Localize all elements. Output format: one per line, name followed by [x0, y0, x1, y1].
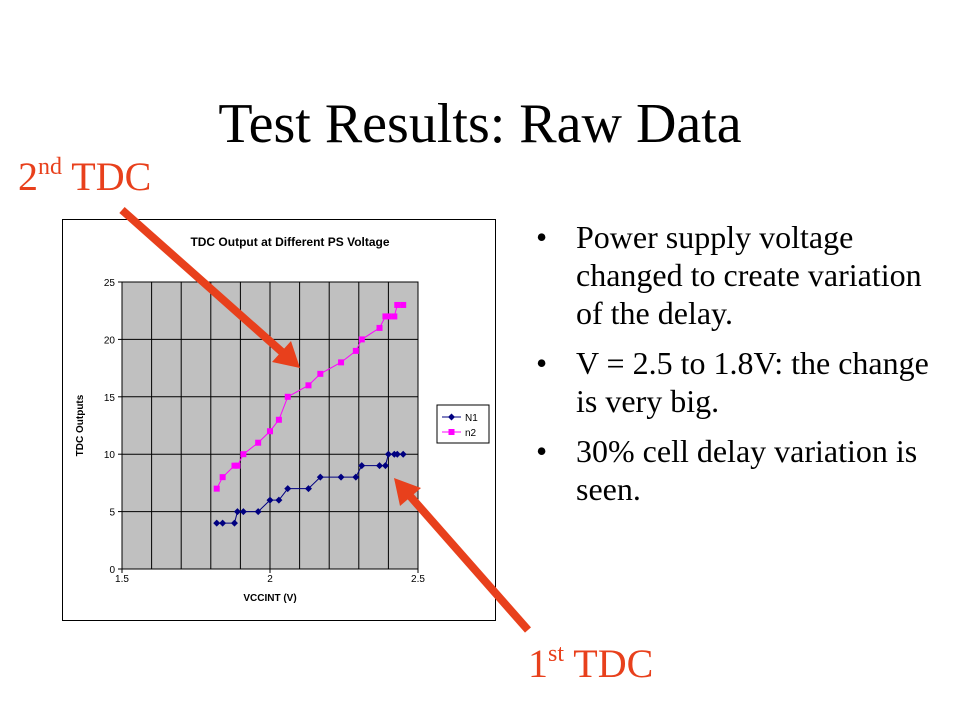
bullet-icon: • [536, 219, 548, 255]
data-point-N1 [384, 450, 392, 458]
legend-label: N1 [465, 413, 478, 424]
callout-2nd-suffix: nd [38, 154, 62, 180]
data-point-n2 [317, 370, 324, 377]
x-axis-label: VCCINT (V) [243, 593, 296, 604]
bullet-item: • 30% cell delay variation is seen. [536, 432, 936, 508]
data-point-n2 [391, 313, 398, 320]
data-point-N1 [337, 473, 345, 481]
data-point-N1 [376, 462, 384, 470]
data-point-n2 [255, 439, 262, 446]
data-point-n2 [267, 428, 273, 435]
data-point-n2 [284, 393, 291, 400]
data-point-N1 [239, 508, 247, 516]
x-tick-label: 1.5 [115, 574, 129, 585]
data-point-n2 [219, 474, 226, 481]
data-point-n2 [352, 347, 359, 354]
bullet-list: • Power supply voltage changed to create … [536, 218, 936, 520]
data-point-N1 [254, 508, 262, 516]
data-point-N1 [393, 450, 401, 458]
data-point-n2 [376, 324, 383, 331]
data-point-N1 [399, 450, 407, 458]
y-tick-label: 20 [104, 335, 116, 346]
data-point-N1 [275, 496, 283, 504]
data-point-N1 [233, 508, 241, 516]
callout-1st-num: 1 [528, 641, 548, 686]
y-tick-label: 15 [104, 393, 116, 404]
chart: 0 5 10 15 20 25 1.5 2 2.5 TDC Output at Different… [75, 235, 490, 604]
data-point-n2 [305, 382, 312, 389]
x-tick-label: 2 [267, 574, 273, 585]
y-axis-label: TDC Outputs [75, 394, 86, 456]
callout-2nd-label: TDC [62, 154, 152, 199]
slide-title: Test Results: Raw Data [218, 93, 742, 155]
x-tick-label: 2.5 [411, 574, 425, 585]
callout-1st-suffix: st [548, 641, 565, 667]
data-point-n2 [240, 451, 247, 458]
data-point-N1 [213, 519, 221, 527]
data-point-n2 [234, 462, 241, 469]
data-point-n2 [275, 416, 282, 423]
legend-marker [448, 429, 455, 435]
bullet-text: V = 2.5 to 1.8V: the change is very big. [576, 345, 929, 419]
data-point-n2 [358, 336, 365, 343]
data-point-N1 [230, 519, 238, 527]
bullet-item: • Power supply voltage changed to create … [536, 218, 936, 332]
data-point-N1 [219, 519, 227, 527]
data-point-N1 [284, 485, 292, 493]
y-tick-label: 25 [104, 278, 116, 289]
legend-marker [448, 413, 455, 421]
y-tick-label: 0 [109, 565, 115, 576]
data-point-N1 [381, 462, 389, 470]
chart-title: TDC Output at Different PS Voltage [190, 235, 389, 249]
data-point-n2 [338, 359, 345, 366]
callout-2nd-tdc: 2nd TDC [18, 155, 151, 199]
data-point-n2 [385, 313, 392, 320]
bullet-item: • V = 2.5 to 1.8V: the change is very big… [536, 344, 936, 420]
data-point-N1 [358, 462, 366, 470]
data-point-N1 [304, 485, 312, 493]
data-point-n2 [400, 301, 407, 308]
callout-2nd-num: 2 [18, 154, 38, 199]
callout-1st-tdc: 1st TDC [528, 642, 653, 686]
data-point-n2 [213, 485, 220, 492]
callout-1st-label: TDC [564, 641, 654, 686]
bullet-text: Power supply voltage changed to create v… [576, 219, 922, 331]
bullet-icon: • [536, 345, 548, 381]
legend-label: n2 [465, 428, 477, 439]
data-point-N1 [352, 473, 360, 481]
legend-box [436, 404, 490, 444]
data-point-N1 [266, 496, 274, 504]
y-tick-label: 10 [104, 450, 116, 461]
data-point-n2 [394, 301, 401, 308]
y-tick-label: 5 [109, 508, 115, 519]
data-point-N1 [316, 473, 324, 481]
bullet-icon: • [536, 433, 548, 469]
bullet-text: 30% cell delay variation is seen. [576, 433, 918, 507]
